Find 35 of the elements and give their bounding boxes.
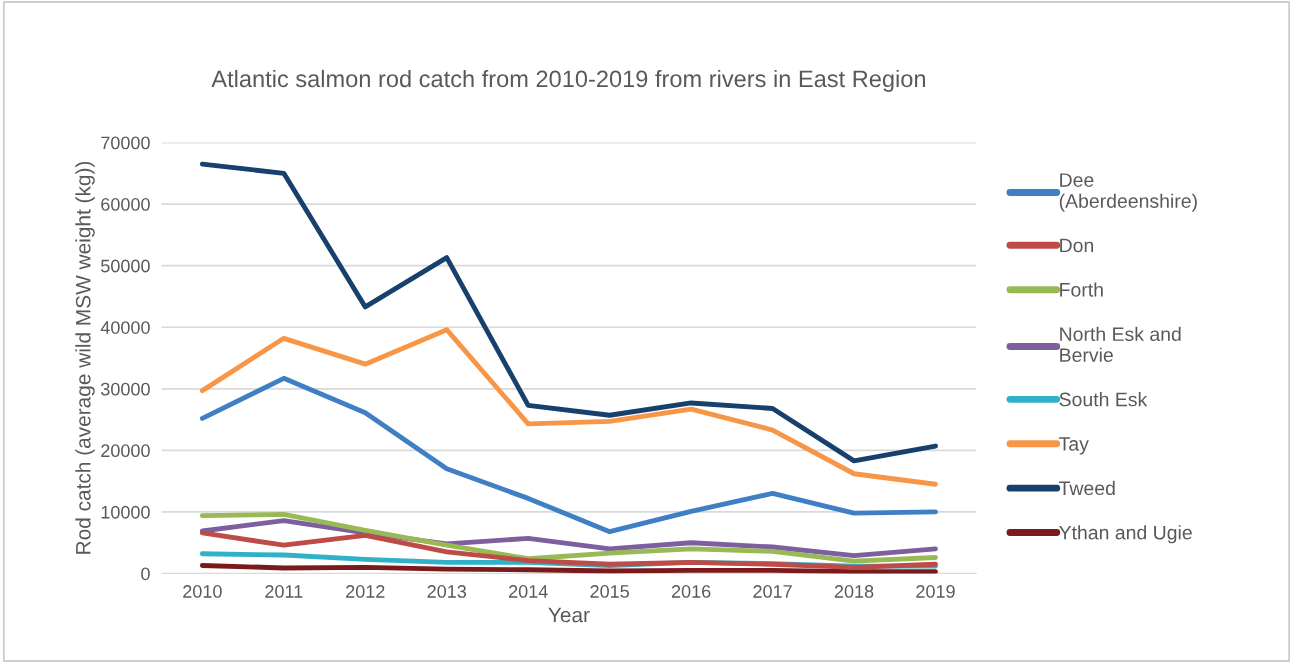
x-tick-label: 2011 xyxy=(265,585,303,598)
x-tick-label: 2016 xyxy=(671,585,711,598)
x-tick-label: 2017 xyxy=(753,585,792,598)
x-tick-label: 2012 xyxy=(346,585,385,598)
line-series xyxy=(199,161,938,464)
legend-label: Ythan and Ugie xyxy=(1059,525,1192,544)
legend-label: South Esk xyxy=(1059,392,1148,407)
legend-label: Don xyxy=(1060,238,1094,253)
line-series xyxy=(199,511,938,564)
x-tick-label: 2013 xyxy=(427,585,467,598)
line-series xyxy=(199,375,938,535)
y-tick-label: 50000 xyxy=(101,259,150,273)
y-tick-label: 70000 xyxy=(101,136,150,150)
x-tick-label: 2015 xyxy=(590,585,629,598)
y-tick-label: 40000 xyxy=(100,321,150,334)
legend-label: Tweed xyxy=(1059,480,1115,496)
y-tick-label: 10000 xyxy=(101,505,150,519)
y-tick-label: 0 xyxy=(141,567,150,581)
x-tick-label: 2014 xyxy=(509,585,548,598)
line-series xyxy=(199,327,938,487)
line-series xyxy=(199,530,938,570)
legend-label: Forth xyxy=(1060,282,1103,297)
y-tick-label: 20000 xyxy=(101,444,150,458)
legend-label: North Esk and Bervie xyxy=(1060,326,1181,362)
x-tick-label: 2019 xyxy=(916,585,955,598)
x-tick-label: 2010 xyxy=(183,585,222,598)
y-axis-title: Rod catch (average wild MSW weight (kg)) xyxy=(75,161,95,554)
x-axis-title: Year xyxy=(548,607,590,623)
y-tick-label: 60000 xyxy=(101,198,150,211)
y-tick-label: 30000 xyxy=(101,382,150,396)
legend-label: Dee (Aberdeenshire) xyxy=(1059,173,1197,212)
line-series xyxy=(199,563,938,574)
chart-title: Atlantic salmon rod catch from 2010-2019 from rivers in East Region xyxy=(211,69,926,92)
x-tick-label: 2018 xyxy=(834,585,874,598)
legend-label: Tay xyxy=(1059,437,1089,455)
